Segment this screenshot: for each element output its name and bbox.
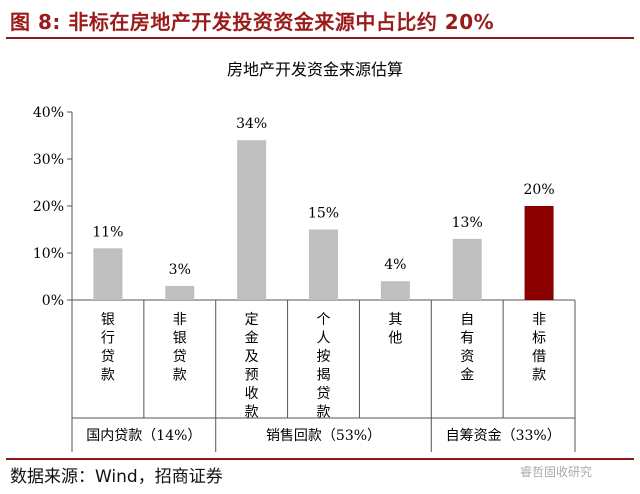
category-label: 非银贷款 [173, 312, 187, 384]
category-label: 自有资金 [460, 312, 474, 384]
bar-6 [452, 238, 482, 300]
category-label: 银行贷款 [101, 312, 115, 384]
bar-5 [380, 281, 410, 300]
category-label: 其他 [388, 312, 402, 347]
title-rule [6, 37, 634, 39]
bar-2 [165, 285, 195, 300]
group-label: 国内贷款（14%） [86, 428, 201, 444]
data-label: 3% [169, 262, 191, 278]
data-label: 15% [308, 206, 339, 222]
y-tick-label: 10% [33, 246, 64, 262]
data-label: 13% [452, 215, 483, 231]
data-label: 4% [384, 257, 406, 273]
chart-title: 房地产开发资金来源估算 [227, 60, 403, 79]
bar-4 [309, 229, 338, 300]
category-label: 个人按揭贷款 [317, 312, 331, 421]
y-tick-label: 40% [33, 105, 64, 121]
watermark: 睿哲固收研究 [520, 465, 593, 479]
bar-1 [93, 248, 123, 300]
category-label: 非标借款 [532, 312, 546, 384]
data-label: 11% [92, 224, 123, 240]
chart-labels: 11% 银行贷款 3% 非银贷款 34% 定金及预收款 15% 个人按揭贷款 4% 其他 13% 自有… [86, 116, 560, 444]
chart-bars [93, 140, 554, 300]
data-label: 34% [236, 116, 267, 132]
y-tick-label: 30% [33, 152, 64, 168]
source-note: 数据来源：Wind，招商证券 [10, 467, 223, 487]
data-label: 20% [524, 182, 555, 198]
group-label: 自筹资金（33%） [446, 427, 561, 444]
y-tick-label: 20% [33, 199, 64, 215]
footer-rule [6, 458, 634, 460]
category-label: 定金及预收款 [245, 312, 259, 421]
group-label: 销售回款（53%） [266, 428, 381, 444]
y-tick-label: 0% [42, 293, 64, 309]
figure-title: 图 8: 非标在房地产开发投资资金来源中占比约 20% [10, 10, 495, 34]
bar-7 [524, 206, 554, 300]
bar-3 [237, 140, 267, 300]
